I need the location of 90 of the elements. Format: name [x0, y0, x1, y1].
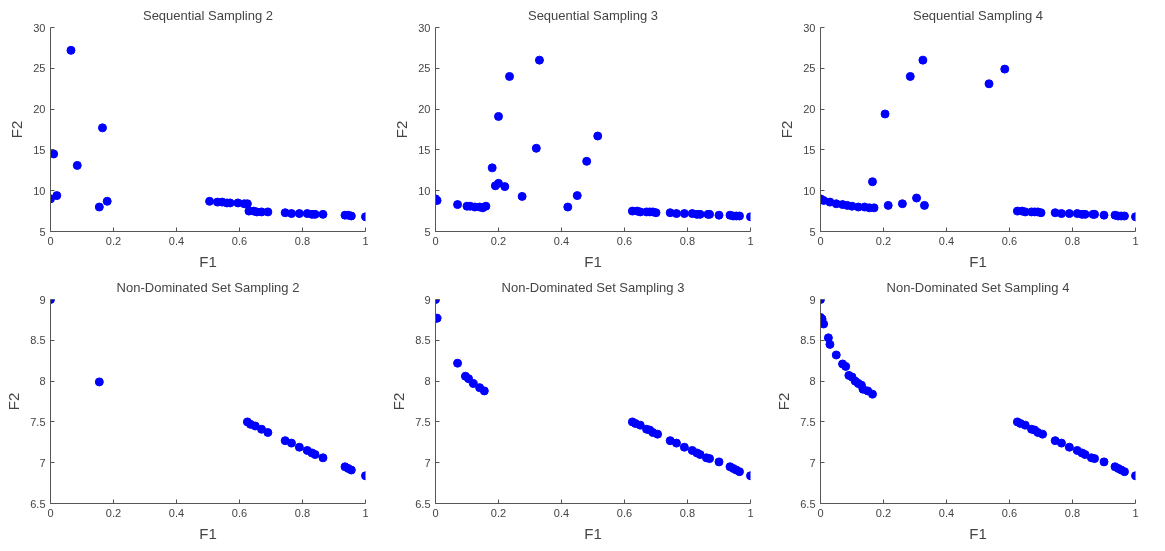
- x-tick-label: 0.2: [875, 506, 892, 519]
- chart-title: Non-Dominated Set Sampling 4: [886, 279, 1070, 295]
- x-tick-label: 1: [747, 234, 754, 247]
- x-tick-label: 0.8: [679, 234, 696, 247]
- x-tick-label: 0.2: [105, 234, 122, 247]
- y-tick-label: 9: [424, 293, 431, 306]
- y-tick-label: 10: [33, 184, 46, 197]
- x-tick-label: 0.8: [1064, 234, 1081, 247]
- x-tick-label: 0.6: [616, 506, 633, 519]
- y-tick-label: 7.5: [800, 415, 816, 428]
- y-tick-label: 20: [803, 103, 816, 116]
- y-tick-label: 6.5: [415, 497, 431, 510]
- y-axis-title: F2: [778, 120, 796, 139]
- y-tick-label: 7.5: [415, 415, 431, 428]
- x-tick-label: 1: [362, 506, 369, 519]
- y-tick-label: 8.5: [415, 334, 431, 347]
- x-tick-label: 1: [747, 506, 754, 519]
- x-tick-label: 0.4: [168, 506, 185, 519]
- y-tick-label: 10: [803, 184, 816, 197]
- y-axis-title: F2: [390, 392, 408, 411]
- y-tick-label: 5: [39, 225, 46, 238]
- x-tick-label: 0: [817, 234, 824, 247]
- chart-title: Non-Dominated Set Sampling 2: [116, 279, 300, 295]
- y-tick-label: 8: [39, 375, 46, 388]
- x-tick-label: 0.4: [553, 234, 570, 247]
- y-tick-label: 30: [418, 21, 431, 34]
- x-tick-label: 0.4: [553, 506, 570, 519]
- x-tick-label: 0.2: [105, 506, 122, 519]
- y-tick-label: 15: [418, 143, 431, 156]
- x-axis-title: F1: [584, 524, 602, 542]
- x-tick-label: 0: [817, 506, 824, 519]
- y-tick-label: 6.5: [30, 497, 46, 510]
- x-tick-label: 0.8: [1064, 506, 1081, 519]
- y-axis-title: F2: [5, 392, 23, 411]
- y-axis-title: F2: [393, 120, 411, 139]
- y-tick-label: 9: [39, 293, 46, 306]
- x-tick-label: 0.2: [490, 506, 507, 519]
- x-tick-label: 1: [1132, 234, 1139, 247]
- x-axis-title: F1: [969, 524, 987, 542]
- chart-title: Sequential Sampling 2: [142, 7, 274, 23]
- chart-title: Non-Dominated Set Sampling 3: [501, 279, 685, 295]
- y-tick-label: 25: [418, 62, 431, 75]
- y-tick-label: 15: [803, 143, 816, 156]
- x-tick-label: 0: [47, 506, 54, 519]
- x-tick-label: 1: [1132, 506, 1139, 519]
- y-tick-label: 8.5: [800, 334, 816, 347]
- y-tick-label: 9: [809, 293, 816, 306]
- x-tick-label: 0.8: [294, 506, 311, 519]
- y-axis-title: F2: [8, 120, 26, 139]
- x-tick-label: 0.4: [168, 234, 185, 247]
- x-tick-label: 0.2: [875, 234, 892, 247]
- y-tick-label: 25: [803, 62, 816, 75]
- y-tick-label: 8: [809, 375, 816, 388]
- y-tick-label: 30: [33, 21, 46, 34]
- y-tick-label: 20: [33, 103, 46, 116]
- x-tick-label: 0.4: [938, 506, 955, 519]
- y-tick-label: 7.5: [30, 415, 46, 428]
- y-tick-label: 25: [33, 62, 46, 75]
- x-tick-label: 1: [362, 234, 369, 247]
- chart-title: Sequential Sampling 3: [527, 7, 659, 23]
- chart-title: Sequential Sampling 4: [912, 7, 1044, 23]
- y-tick-label: 6.5: [800, 497, 816, 510]
- x-tick-label: 0.6: [231, 234, 248, 247]
- y-tick-label: 20: [418, 103, 431, 116]
- x-tick-label: 0.6: [1001, 506, 1018, 519]
- x-tick-label: 0.6: [1001, 234, 1018, 247]
- y-tick-label: 8: [424, 375, 431, 388]
- x-axis-title: F1: [584, 252, 602, 270]
- y-tick-label: 7: [809, 456, 816, 469]
- y-tick-label: 5: [809, 225, 816, 238]
- x-tick-label: 0.4: [938, 234, 955, 247]
- y-tick-label: 5: [424, 225, 431, 238]
- x-tick-label: 0.8: [294, 234, 311, 247]
- x-axis-title: F1: [199, 524, 217, 542]
- x-axis-title: F1: [969, 252, 987, 270]
- x-tick-label: 0: [432, 506, 439, 519]
- x-axis-title: F1: [199, 252, 217, 270]
- x-tick-label: 0: [432, 234, 439, 247]
- y-tick-label: 10: [418, 184, 431, 197]
- y-tick-label: 15: [33, 143, 46, 156]
- x-tick-label: 0.2: [490, 234, 507, 247]
- y-tick-label: 7: [39, 456, 46, 469]
- y-tick-label: 8.5: [30, 334, 46, 347]
- x-tick-label: 0.6: [616, 234, 633, 247]
- x-tick-label: 0: [47, 234, 54, 247]
- x-tick-label: 0.8: [679, 506, 696, 519]
- y-tick-label: 7: [424, 456, 431, 469]
- y-tick-label: 30: [803, 21, 816, 34]
- x-tick-label: 0.6: [231, 506, 248, 519]
- y-axis-title: F2: [775, 392, 793, 411]
